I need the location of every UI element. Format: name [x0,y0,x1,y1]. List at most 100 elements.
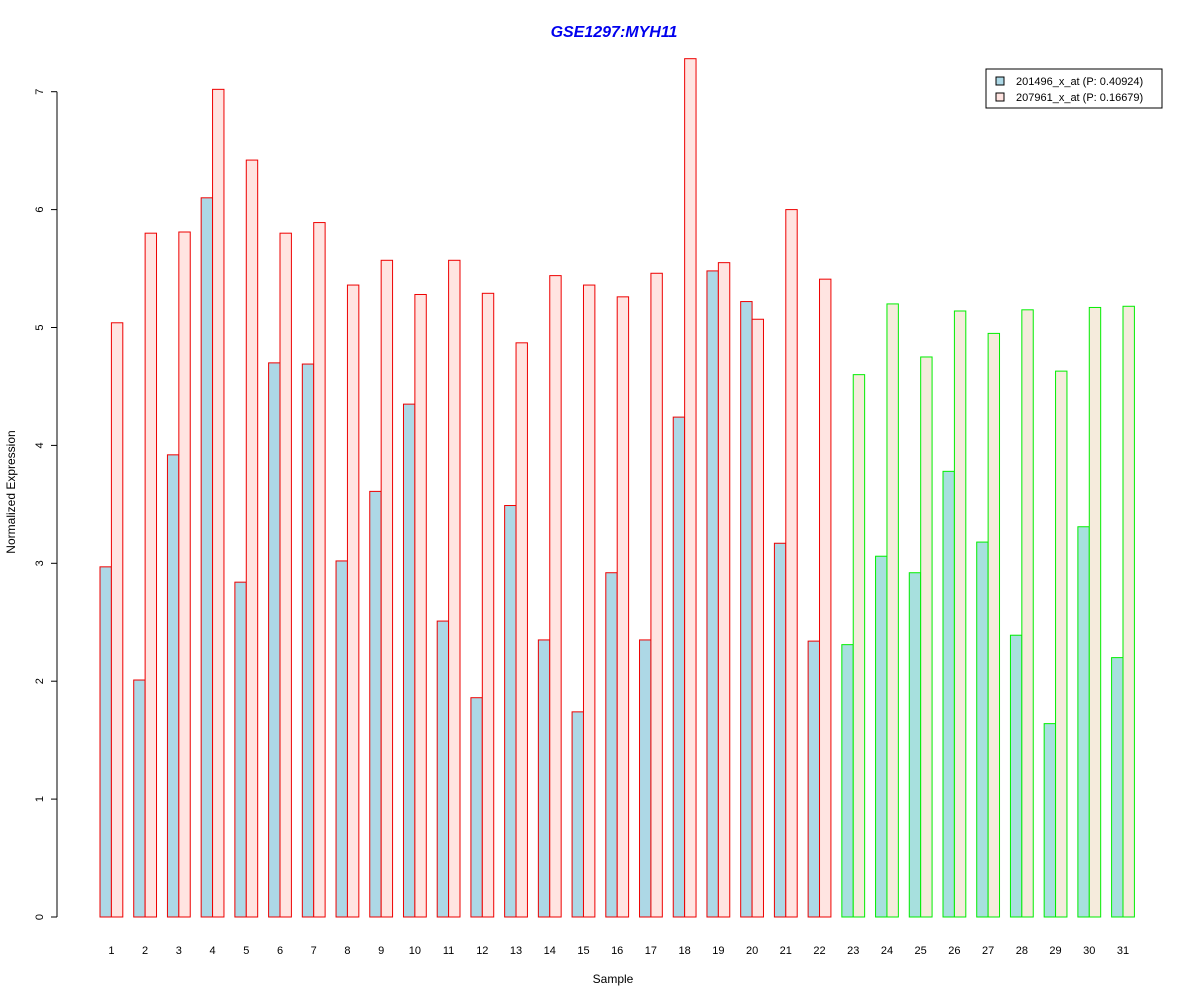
bar-207961-x-at [582,284,596,918]
x-tick-label: 1 [108,945,114,957]
x-tick-label: 26 [948,945,960,957]
x-tick-label: 14 [544,945,556,957]
bar-201496-x-at [335,560,348,918]
x-tick-label: 24 [881,945,893,957]
bar-207961-x-at [650,272,663,918]
legend-entry: 201496_x_at (P: 0.40924) [1016,76,1143,88]
bar-207961-x-at [717,262,731,918]
bar-201496-x-at [571,711,584,918]
bar-201496-x-at [166,454,180,918]
y-tick-label: 3 [34,560,46,566]
x-tick-label: 15 [577,945,589,957]
bar-201496-x-at [537,639,551,918]
y-axis: 0 1 2 3 4 5 6 7 [34,89,58,920]
bar-207961-x-at [178,231,191,918]
y-tick-label: 7 [34,89,46,95]
x-tick-label: 6 [277,945,283,957]
bar-207961-x-at [448,259,461,918]
bar-207961-x-at [751,318,764,918]
bar-201496-x-at [773,542,787,918]
x-tick-label: 11 [443,945,454,957]
legend: 201496_x_at (P: 0.40924) 207961_x_at (P: … [985,68,1163,109]
legend-box [985,68,1163,109]
bar-201496-x-at [234,581,247,918]
x-axis-title: Sample [593,972,634,986]
bar-207961-x-at [346,284,360,918]
x-tick-label: 30 [1083,945,1095,957]
bar-201496-x-at [740,301,753,918]
y-tick-label: 1 [34,796,46,802]
x-tick-label: 2 [142,945,148,957]
x-tick-labels: 1 2 3 4 5 6 7 8 9 10 11 12 13 14 15 16 17 18 19 20 21 22 23 24 2… [108,945,1129,957]
x-tick-label: 13 [510,945,522,957]
x-tick-label: 23 [847,945,859,957]
x-tick-label: 28 [1016,945,1028,957]
bar-207961-x-at [245,159,259,918]
y-tick-label: 2 [34,678,46,684]
bar-201496-x-at [504,505,517,918]
bar-201496-x-at [402,403,416,918]
bar-201496-x-at [942,470,955,918]
bar-201496-x-at [1009,634,1023,918]
bar-207961-x-at [110,322,124,918]
bar-201496-x-at [1111,657,1124,918]
bar-207961-x-at [313,222,326,918]
bar-201496-x-at [875,555,888,918]
bar-201496-x-at [672,416,686,918]
bar-207961-x-at [819,278,832,918]
bar-207961-x-at [785,209,798,918]
bar-207961-x-at [1055,370,1068,918]
bar-201496-x-at [605,572,618,918]
bar-201496-x-at [976,541,989,918]
bar-207961-x-at [987,332,1001,918]
bar-207961-x-at [684,58,697,918]
x-tick-label: 3 [176,945,182,957]
bar-201496-x-at [99,566,112,918]
bar-207961-x-at [1088,306,1102,918]
y-tick-label: 4 [34,442,46,448]
bar-201496-x-at [470,697,483,918]
bar-201496-x-at [369,490,382,918]
bar-201496-x-at [436,620,450,918]
y-tick-label: 5 [34,324,46,330]
bar-201496-x-at [639,639,652,918]
x-tick-label: 5 [243,945,249,957]
x-tick-label: 4 [209,945,215,957]
bar-201496-x-at [200,197,214,918]
bar-207961-x-at [953,310,967,918]
chart-title: GSE1297:MYH11 [551,24,678,41]
bar-207961-x-at [1021,309,1034,918]
bar-201496-x-at [841,644,854,918]
x-tick-label: 29 [1049,945,1061,957]
bar-207961-x-at [414,293,427,918]
bars-group [99,58,1135,918]
x-tick-label: 7 [311,945,317,957]
x-tick-label: 31 [1117,945,1129,957]
x-tick-label: 19 [712,945,724,957]
x-tick-label: 20 [746,945,758,957]
bar-201496-x-at [133,679,146,918]
x-tick-label: 16 [611,945,623,957]
x-tick-label: 10 [409,945,421,957]
x-tick-label: 25 [915,945,927,957]
bar-207961-x-at [380,259,394,918]
bar-201496-x-at [301,363,315,918]
bar-207961-x-at [515,342,528,918]
x-tick-label: 9 [378,945,384,957]
bar-207961-x-at [549,275,562,918]
bar-207961-x-at [144,232,158,918]
y-tick-label: 6 [34,207,46,213]
bar-201496-x-at [268,362,281,918]
bar-207961-x-at [616,296,630,918]
bar-207961-x-at [212,88,225,918]
bar-201496-x-at [908,572,922,918]
legend-entry: 207961_x_at (P: 0.16679) [1016,92,1143,104]
x-tick-label: 12 [476,945,488,957]
x-tick-label: 22 [813,945,825,957]
bar-207961-x-at [886,303,899,918]
bar-207961-x-at [1122,305,1135,918]
x-tick-label: 8 [344,945,350,957]
bar-201496-x-at [706,270,719,918]
y-tick-label: 0 [34,914,46,920]
